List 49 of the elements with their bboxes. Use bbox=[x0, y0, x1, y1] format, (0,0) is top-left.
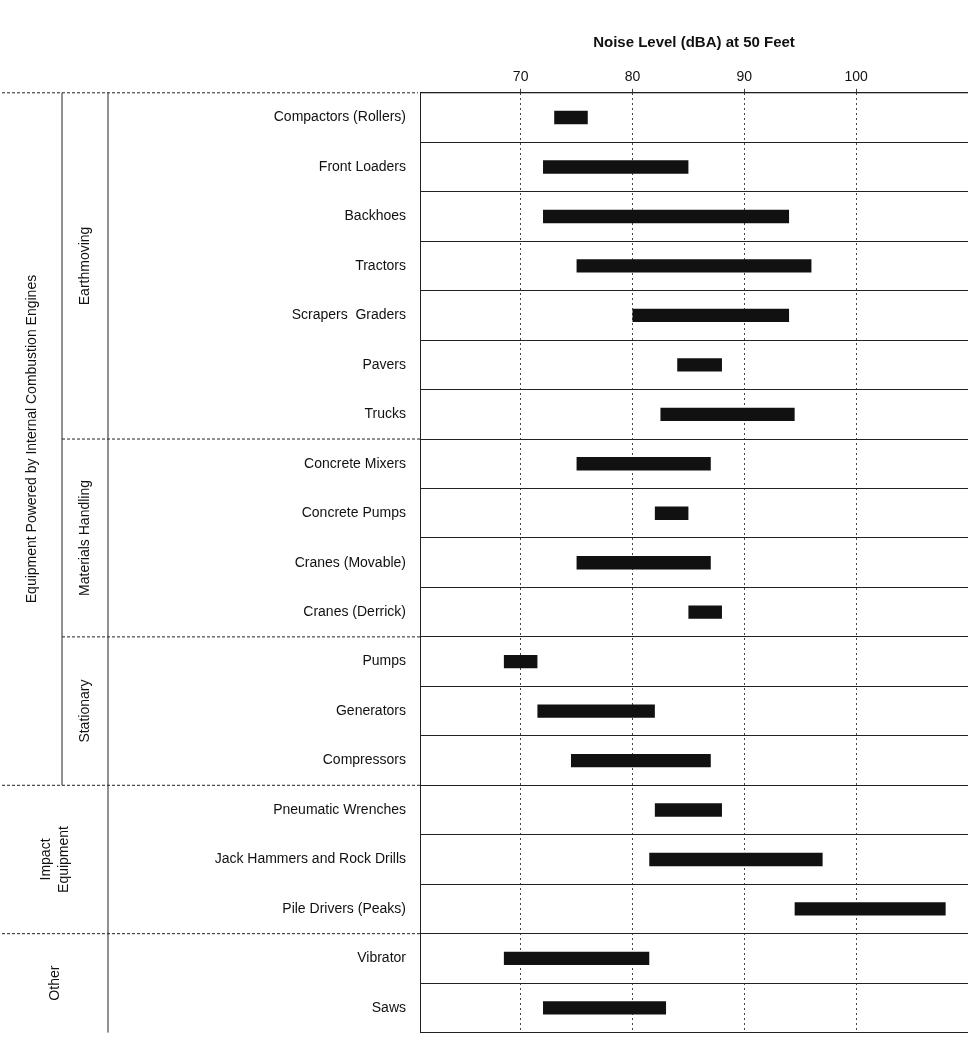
x-axis-title: Noise Level (dBA) at 50 Feet bbox=[593, 33, 795, 51]
y-tick-label: Compactors (Rollers) bbox=[273, 108, 406, 125]
y-tick-label: Tractors bbox=[355, 256, 406, 273]
x-tick-label: 100 bbox=[844, 68, 869, 85]
bar bbox=[576, 457, 711, 471]
text: Materials Handling bbox=[75, 479, 92, 596]
y-tick-label: Concrete Mixers bbox=[304, 454, 406, 471]
y-tick-label: Pumps bbox=[362, 652, 406, 669]
y-tick-label: Pneumatic Wrenches bbox=[273, 800, 406, 817]
bar bbox=[688, 605, 722, 619]
bar bbox=[537, 704, 655, 718]
bar bbox=[543, 160, 689, 174]
x-tick-label: 80 bbox=[624, 68, 641, 85]
bar bbox=[543, 1001, 667, 1015]
bar bbox=[649, 852, 823, 867]
x-tick-label: 70 bbox=[512, 68, 529, 85]
bar bbox=[794, 902, 946, 916]
y-tick-label: Backhoes bbox=[344, 207, 406, 224]
bar bbox=[543, 209, 790, 224]
bar bbox=[570, 753, 711, 768]
bar bbox=[576, 556, 711, 570]
y-tick-label: Cranes (Movable) bbox=[294, 553, 406, 570]
text: Equipment Powered by Internal Combustion Engines bbox=[22, 274, 39, 604]
text: Other bbox=[45, 965, 62, 1001]
y-tick-label: Compressors bbox=[322, 751, 406, 768]
y-tick-label: Vibrator bbox=[357, 949, 407, 966]
y-tick-label: Jack Hammers and Rock Drills bbox=[214, 850, 406, 867]
text: Stationary bbox=[75, 679, 92, 743]
bar bbox=[576, 259, 812, 273]
y-tick-label: Pile Drivers (Peaks) bbox=[282, 899, 406, 916]
y-tick-label: Generators bbox=[335, 701, 406, 718]
y-tick-label: Saws bbox=[371, 998, 406, 1015]
y-tick-label: Front Loaders bbox=[318, 157, 406, 174]
bar bbox=[654, 506, 689, 520]
text: Earthmoving bbox=[75, 226, 92, 306]
bar bbox=[503, 951, 650, 966]
bar bbox=[660, 407, 795, 421]
y-tick-label: Cranes (Derrick) bbox=[303, 603, 406, 620]
bar bbox=[554, 110, 588, 125]
y-tick-label: Trucks bbox=[364, 405, 406, 422]
y-tick-label: Pavers bbox=[362, 355, 406, 372]
x-tick-label: 90 bbox=[736, 68, 753, 85]
bar bbox=[654, 803, 722, 817]
y-tick-label: Concrete Pumps bbox=[301, 504, 406, 521]
bar bbox=[677, 358, 722, 372]
bar bbox=[632, 308, 790, 323]
bar bbox=[503, 654, 538, 669]
text: Impact Equipment bbox=[36, 825, 71, 893]
y-tick-label: Scrapers Graders bbox=[291, 306, 406, 323]
